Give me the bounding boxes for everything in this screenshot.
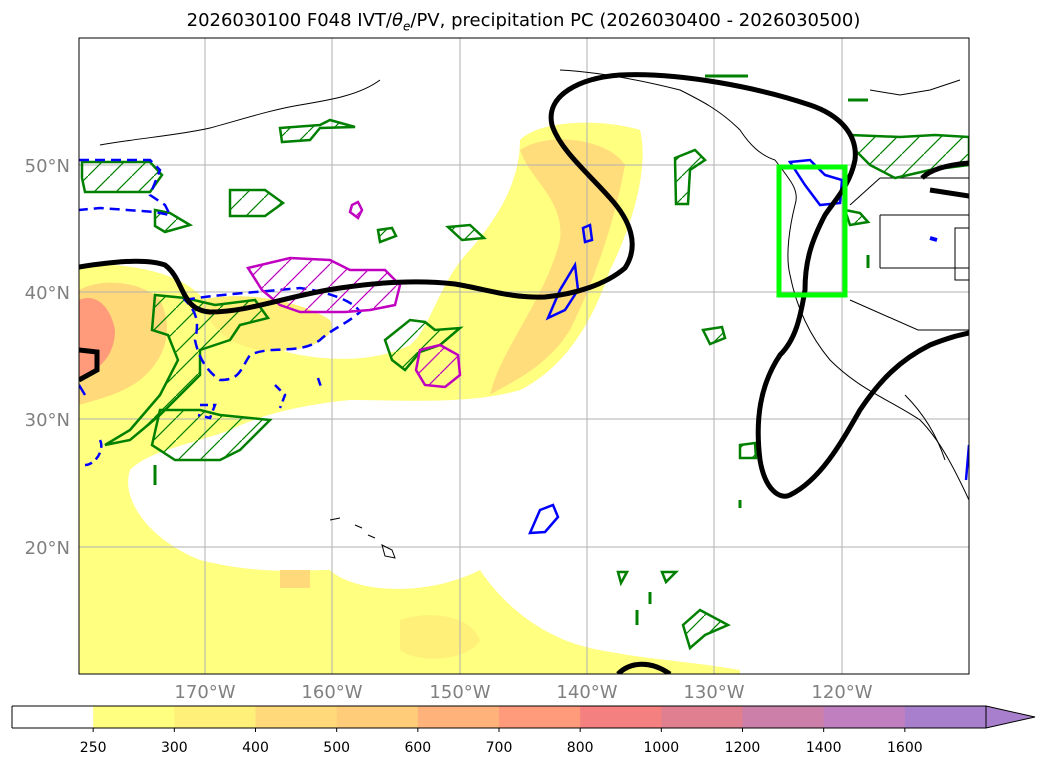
coastlines	[99, 69, 969, 559]
colorbar-tick-label: 1400	[806, 740, 842, 756]
colorbar-extend-arrow	[985, 705, 1036, 729]
lon-label-160w: 160°W	[301, 682, 362, 703]
colorbar: 250 300 400 500 600 700 800 1000 1200 1400 1600	[11, 705, 1036, 756]
colorbar-segment	[12, 706, 94, 728]
lat-label-30: 30°N	[25, 410, 70, 431]
title-suffix: /PV, precipitation PC (2026030400 - 2026…	[410, 10, 861, 31]
colorbar-tick-label: 300	[161, 740, 188, 756]
colorbar-tick-label: 800	[567, 740, 594, 756]
colorbar-segments	[12, 706, 987, 728]
target-box	[776, 164, 848, 298]
lat-label-50: 50°N	[25, 156, 70, 177]
colorbar-segment	[823, 706, 906, 728]
lon-label-130w: 130°W	[683, 682, 744, 703]
colorbar-tick-label: 250	[80, 740, 107, 756]
title-theta-sub: e	[403, 19, 411, 34]
lon-label-150w: 150°W	[429, 682, 490, 703]
colorbar-tick-label: 400	[242, 740, 269, 756]
colorbar-segment	[174, 706, 256, 728]
lon-label-120w: 120°W	[811, 682, 872, 703]
precip-small-contours	[153, 74, 870, 625]
colorbar-segment	[499, 706, 581, 728]
colorbar-tick-label: 700	[486, 740, 513, 756]
colorbar-tick-label: 500	[323, 740, 350, 756]
title-theta: θ	[391, 10, 403, 31]
plot-area	[79, 38, 969, 674]
lat-label-20: 20°N	[25, 538, 70, 559]
colorbar-segment	[580, 706, 662, 728]
plot-frame	[78, 37, 970, 675]
pv-contour	[79, 72, 969, 674]
colorbar-segment	[742, 706, 825, 728]
lat-label-40: 40°N	[25, 283, 70, 304]
colorbar-segment	[661, 706, 743, 728]
title-prefix: 2026030100 F048 IVT/	[186, 10, 392, 31]
colorbar-segment	[336, 706, 419, 728]
colorbar-tick-label: 600	[404, 740, 431, 756]
colorbar-segment	[255, 706, 338, 728]
lon-labels: 170°W 160°W 150°W 140°W 130°W 120°W	[174, 682, 872, 703]
lon-label-170w: 170°W	[174, 682, 235, 703]
map-title: 2026030100 F048 IVT/θe/PV, precipitation…	[0, 10, 1047, 34]
colorbar-segment	[904, 706, 987, 728]
colorbar-labels: 250 300 400 500 600 700 800 1000 1200 1400 1600	[80, 728, 923, 756]
colorbar-segment	[93, 706, 175, 728]
colorbar-tick-label: 1000	[644, 740, 680, 756]
colorbar-tick-label: 1600	[887, 740, 923, 756]
colorbar-segment	[417, 706, 500, 728]
colorbar-tick-label: 1200	[725, 740, 761, 756]
lat-labels: 50°N 40°N 30°N 20°N	[25, 156, 70, 559]
precip-contours	[80, 118, 969, 651]
lon-label-140w: 140°W	[556, 682, 617, 703]
